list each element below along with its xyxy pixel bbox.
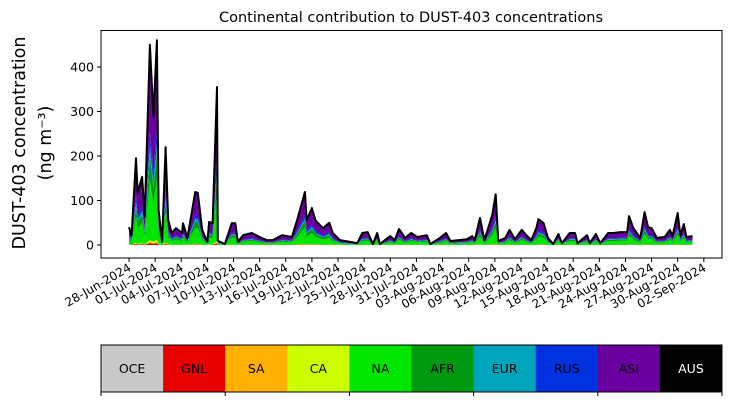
legend-frame	[100, 344, 723, 393]
plot-frame	[100, 30, 723, 259]
legend-label: GNL	[181, 361, 207, 376]
y-axis: 0 100 200 300 400	[70, 60, 101, 253]
legend-label: RUS	[554, 361, 580, 376]
legend-item-eur: EUR	[473, 345, 537, 392]
chart-title: Continental contribution to DUST-403 con…	[219, 10, 603, 26]
y-tick-label: 100	[70, 193, 94, 208]
legend-item-na: NA	[349, 345, 412, 392]
legend-swatch	[535, 345, 599, 392]
legend-item-gnl: GNL	[163, 345, 226, 392]
legend-swatch	[287, 345, 350, 392]
legend-swatch	[225, 345, 288, 392]
legend-swatch	[473, 345, 537, 392]
legend-label: NA	[371, 361, 389, 376]
legend-swatch	[349, 345, 412, 392]
legend-swatch	[411, 345, 475, 392]
legend-item-asi: ASI	[597, 345, 661, 392]
legend-item-aus: AUS	[659, 345, 723, 392]
x-axis: 28-Jun-202401-Jul-202404-Jul-202407-Jul-…	[63, 258, 708, 311]
y-axis-label: DUST-403 concentration	[10, 37, 30, 250]
y-tick-label: 400	[70, 60, 94, 75]
total-line	[128, 39, 693, 246]
plot-area	[128, 39, 693, 246]
y-tick-label: 300	[70, 104, 94, 119]
legend-item-oce: OCE	[101, 345, 164, 392]
legend-label: AFR	[430, 361, 455, 376]
legend-swatch	[659, 345, 723, 392]
legend-label: OCE	[119, 361, 146, 376]
legend-item-rus: RUS	[535, 345, 599, 392]
legend-swatch	[163, 345, 226, 392]
legend-label: EUR	[492, 361, 518, 376]
legend-swatch	[597, 345, 661, 392]
legend-item-sa: SA	[225, 345, 288, 392]
legend-label: AUS	[678, 361, 704, 376]
legend-item-afr: AFR	[411, 345, 475, 392]
y-axis-label-units: (ng m⁻³)	[36, 106, 56, 181]
y-tick-label: 0	[86, 238, 94, 253]
legend-item-ca: CA	[287, 345, 350, 392]
legend-label: CA	[310, 361, 328, 376]
legend-label: SA	[248, 361, 265, 376]
legend-label: ASI	[619, 361, 639, 376]
legend-colorbar: OCE GNL SA CA NA AFR EUR RUS ASI AUS	[100, 344, 723, 396]
y-tick-label: 200	[70, 149, 94, 164]
legend-swatch	[101, 345, 164, 392]
